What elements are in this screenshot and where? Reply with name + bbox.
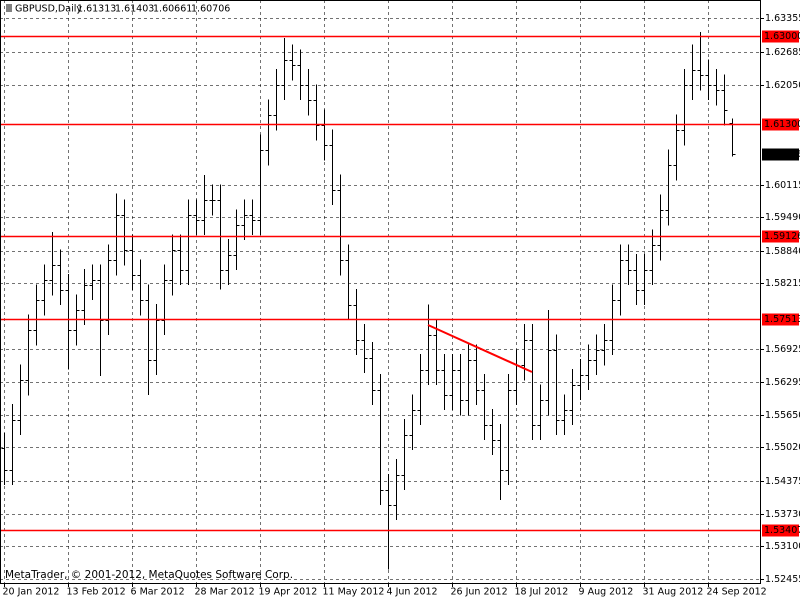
- x-tick-label: 18 Jul 2012: [515, 587, 569, 598]
- header-close: 1.60706: [191, 4, 230, 15]
- x-tick-label: 31 Aug 2012: [643, 587, 704, 598]
- level-label-box: [762, 524, 799, 537]
- y-tick-label: 1.59490: [765, 212, 800, 223]
- level-label: 1.57513: [764, 314, 800, 325]
- price-label: 1.60706: [764, 149, 800, 160]
- plot-frame: [0, 0, 761, 584]
- x-tick-label: 9 Aug 2012: [579, 587, 634, 598]
- y-tick-label: 1.60115: [765, 180, 800, 191]
- y-tick-label: 1.52455: [765, 574, 800, 585]
- y-tick-label: 1.53730: [765, 509, 800, 520]
- y-tick-label: 1.55020: [765, 442, 800, 453]
- level-label: 1.63000: [764, 31, 800, 42]
- y-tick-label: 1.55650: [765, 410, 800, 421]
- y-tick-label: 1.62050: [765, 80, 800, 91]
- x-tick-label: 24 Sep 2012: [707, 587, 767, 598]
- level-label-box: [762, 313, 799, 326]
- trendline: [427, 324, 533, 373]
- y-tick-label: 1.63355: [765, 13, 800, 24]
- y-tick-label: 1.56295: [765, 377, 800, 388]
- x-tick-label: 6 Mar 2012: [131, 587, 185, 598]
- level-label-box: [762, 118, 799, 131]
- header-low: 1.60661: [153, 4, 192, 15]
- header-open: 1.61313: [77, 4, 116, 15]
- y-tick-label: 1.54375: [765, 476, 800, 487]
- x-tick-label: 19 Apr 2012: [259, 587, 318, 598]
- level-label: 1.61300: [764, 119, 800, 130]
- x-tick-label: 26 Jun 2012: [451, 587, 508, 598]
- x-tick-label: 20 Jan 2012: [3, 587, 60, 598]
- header-high: 1.61403: [115, 4, 154, 15]
- x-tick-label: 28 Mar 2012: [195, 587, 255, 598]
- y-tick-label: 1.56925: [765, 344, 800, 355]
- level-label: 1.59126: [764, 231, 800, 242]
- symbol-icon: [6, 4, 12, 12]
- y-tick-label: 1.58840: [765, 246, 800, 257]
- level-label: 1.53407: [764, 525, 800, 536]
- y-tick-label: 1.53100: [765, 541, 800, 552]
- y-tick-label: 1.62685: [765, 47, 800, 58]
- plot-area: [0, 32, 760, 570]
- level-label-box: [762, 230, 799, 243]
- x-tick-label: 13 Feb 2012: [67, 587, 126, 598]
- price-label-box: [762, 148, 799, 161]
- symbol: GBPUSD,Daily: [15, 4, 82, 15]
- x-tick-label: 11 May 2012: [323, 587, 385, 598]
- x-tick-label: 4 Jun 2012: [387, 587, 438, 598]
- footer: MetaTrader, © 2001-2012, MetaQuotes Soft…: [5, 569, 293, 581]
- y-tick-label: 1.58215: [765, 278, 800, 289]
- level-label-box: [762, 30, 799, 43]
